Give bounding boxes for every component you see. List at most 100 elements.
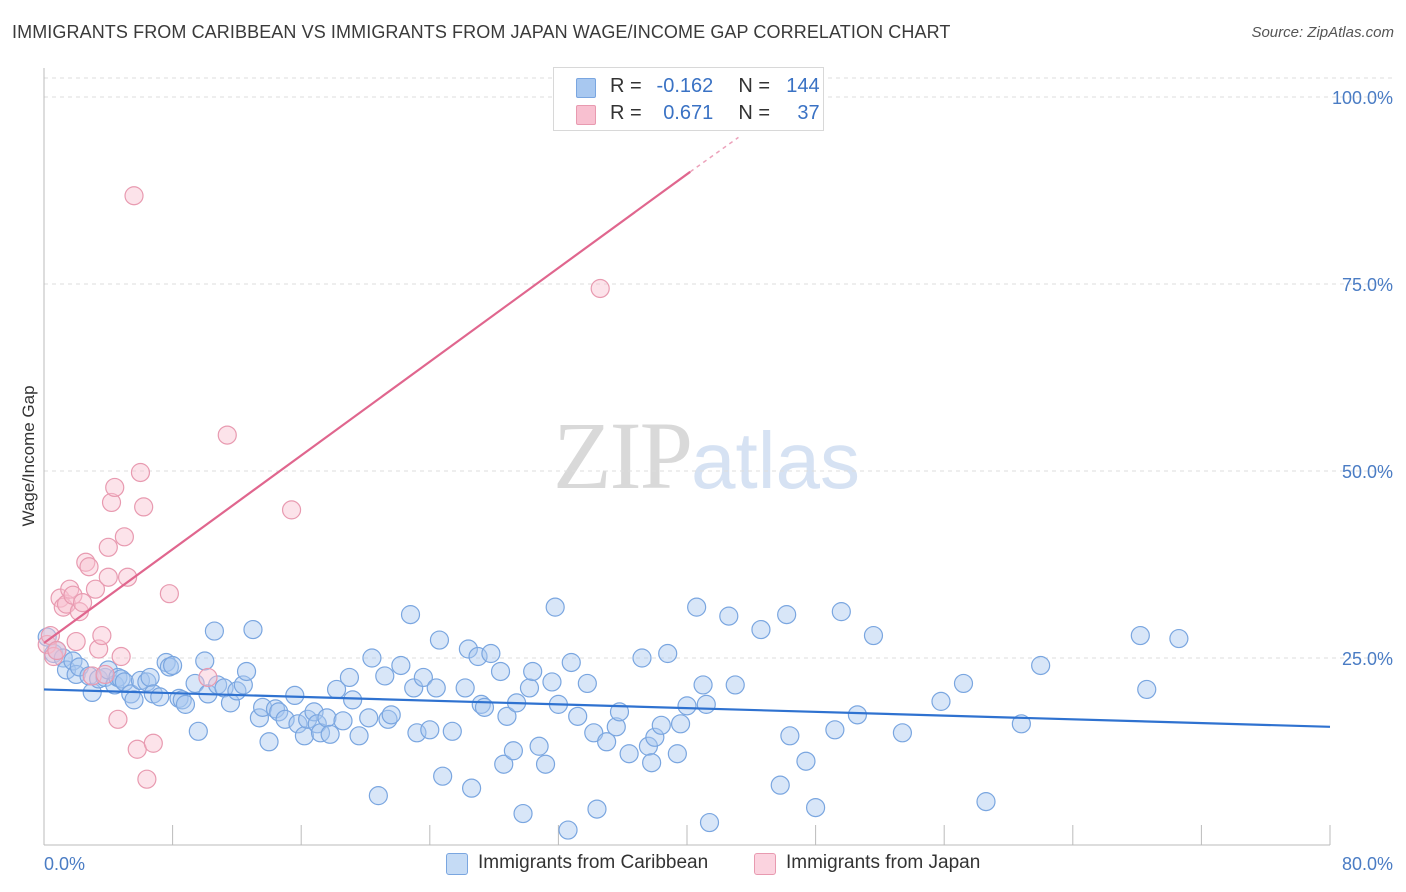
point-caribbean-94 — [535, 754, 556, 774]
point-japan-26 — [117, 567, 138, 587]
point-japan-17 — [92, 625, 112, 646]
watermark: ZIPatlas — [553, 400, 860, 511]
point-caribbean-115 — [670, 714, 691, 734]
trend-line-japan — [43, 170, 691, 644]
point-caribbean-59 — [339, 667, 360, 688]
point-caribbean-87 — [497, 706, 517, 726]
point-caribbean-139 — [1130, 625, 1150, 646]
gridlines — [44, 77, 1395, 659]
point-japan-13 — [79, 557, 99, 577]
legend-r-value: 0.671 — [663, 102, 714, 124]
point-caribbean-138 — [1031, 655, 1051, 676]
point-japan-21 — [101, 492, 122, 513]
y-tick-label-0: 25.0% — [1342, 649, 1393, 669]
point-caribbean-112 — [651, 715, 671, 735]
point-japan-23 — [108, 709, 128, 729]
point-japan-36 — [281, 500, 302, 520]
point-caribbean-80 — [461, 778, 482, 798]
point-japan-2 — [44, 646, 64, 667]
trend-line-japan-extension — [689, 136, 739, 173]
point-caribbean-18 — [124, 690, 144, 710]
point-caribbean-56 — [320, 724, 340, 744]
point-caribbean-17 — [121, 684, 141, 704]
point-japan-19 — [98, 567, 118, 587]
point-caribbean-45 — [265, 699, 286, 719]
point-caribbean-60 — [343, 690, 363, 710]
bottom-legend-swatch-caribbean — [446, 853, 468, 875]
point-caribbean-31 — [188, 721, 208, 741]
point-caribbean-136 — [976, 792, 996, 812]
watermark-zip: ZIP — [553, 402, 693, 509]
point-caribbean-34 — [204, 621, 224, 641]
point-caribbean-70 — [404, 678, 424, 698]
point-caribbean-99 — [561, 652, 581, 673]
point-caribbean-111 — [645, 727, 665, 747]
watermark-atlas: atlas — [691, 416, 860, 505]
y-axis-label: Wage/Income Gap — [19, 385, 38, 526]
bottom-legend-label-japan: Immigrants from Japan — [786, 852, 981, 873]
point-caribbean-141 — [1169, 628, 1189, 649]
point-caribbean-32 — [195, 651, 215, 671]
point-caribbean-114 — [667, 744, 687, 764]
point-caribbean-42 — [249, 708, 270, 728]
legend-r-label: R = — [610, 75, 642, 97]
point-caribbean-122 — [725, 675, 745, 695]
point-japan-34 — [198, 667, 218, 688]
point-caribbean-23 — [150, 687, 170, 707]
point-caribbean-100 — [568, 706, 588, 726]
point-caribbean-125 — [777, 605, 797, 625]
legend-text-japan: R = 0.671 N = 37 — [610, 102, 820, 125]
bottom-legend-swatch-japan — [754, 853, 776, 875]
point-japan-30 — [134, 497, 154, 517]
point-caribbean-129 — [825, 720, 845, 740]
y-tick-label-1: 50.0% — [1342, 462, 1393, 482]
point-caribbean-78 — [455, 678, 475, 698]
point-japan-29 — [130, 462, 151, 483]
point-caribbean-127 — [796, 751, 816, 771]
point-caribbean-73 — [420, 720, 440, 740]
point-japan-22 — [105, 477, 125, 498]
point-caribbean-91 — [519, 678, 540, 698]
point-caribbean-77 — [442, 721, 462, 741]
point-caribbean-69 — [400, 605, 421, 625]
point-caribbean-132 — [863, 625, 884, 646]
legend-n-label: N = — [738, 102, 771, 124]
point-caribbean-58 — [333, 711, 353, 731]
point-japan-7 — [60, 579, 80, 599]
point-caribbean-86 — [494, 754, 514, 774]
point-caribbean-75 — [429, 630, 450, 650]
point-japan-32 — [143, 733, 163, 753]
point-caribbean-110 — [642, 753, 662, 773]
point-caribbean-68 — [391, 655, 411, 676]
point-caribbean-135 — [953, 673, 974, 694]
x-tick-label-min: 0.0% — [44, 854, 85, 874]
point-japan-8 — [63, 585, 83, 605]
point-caribbean-76 — [433, 766, 453, 786]
point-caribbean-26 — [163, 655, 183, 676]
point-caribbean-95 — [542, 672, 562, 692]
tick-labels: 25.0% 50.0% 75.0% 100.0% 0.0% 80.0% — [44, 88, 1393, 874]
point-caribbean-41 — [243, 619, 263, 640]
y-tick-label-2: 75.0% — [1342, 275, 1393, 295]
point-caribbean-131 — [847, 705, 867, 725]
point-caribbean-44 — [259, 732, 279, 752]
point-caribbean-64 — [368, 786, 388, 806]
series-japan-points — [37, 93, 662, 789]
point-caribbean-107 — [619, 744, 639, 764]
point-caribbean-117 — [687, 597, 707, 617]
legend-n-label: N = — [738, 75, 771, 97]
point-caribbean-15 — [111, 669, 131, 689]
point-caribbean-104 — [597, 732, 617, 752]
point-caribbean-50 — [294, 726, 315, 746]
point-japan-18 — [95, 664, 115, 685]
point-caribbean-21 — [140, 667, 160, 688]
point-caribbean-90 — [513, 803, 533, 824]
chart-title: IMMIGRANTS FROM CARIBBEAN VS IMMIGRANTS … — [12, 22, 951, 42]
point-caribbean-88 — [503, 741, 523, 761]
point-caribbean-119 — [696, 694, 716, 714]
axes — [43, 68, 1331, 846]
point-caribbean-46 — [269, 702, 289, 722]
point-japan-31 — [137, 769, 157, 789]
point-caribbean-55 — [317, 708, 337, 728]
